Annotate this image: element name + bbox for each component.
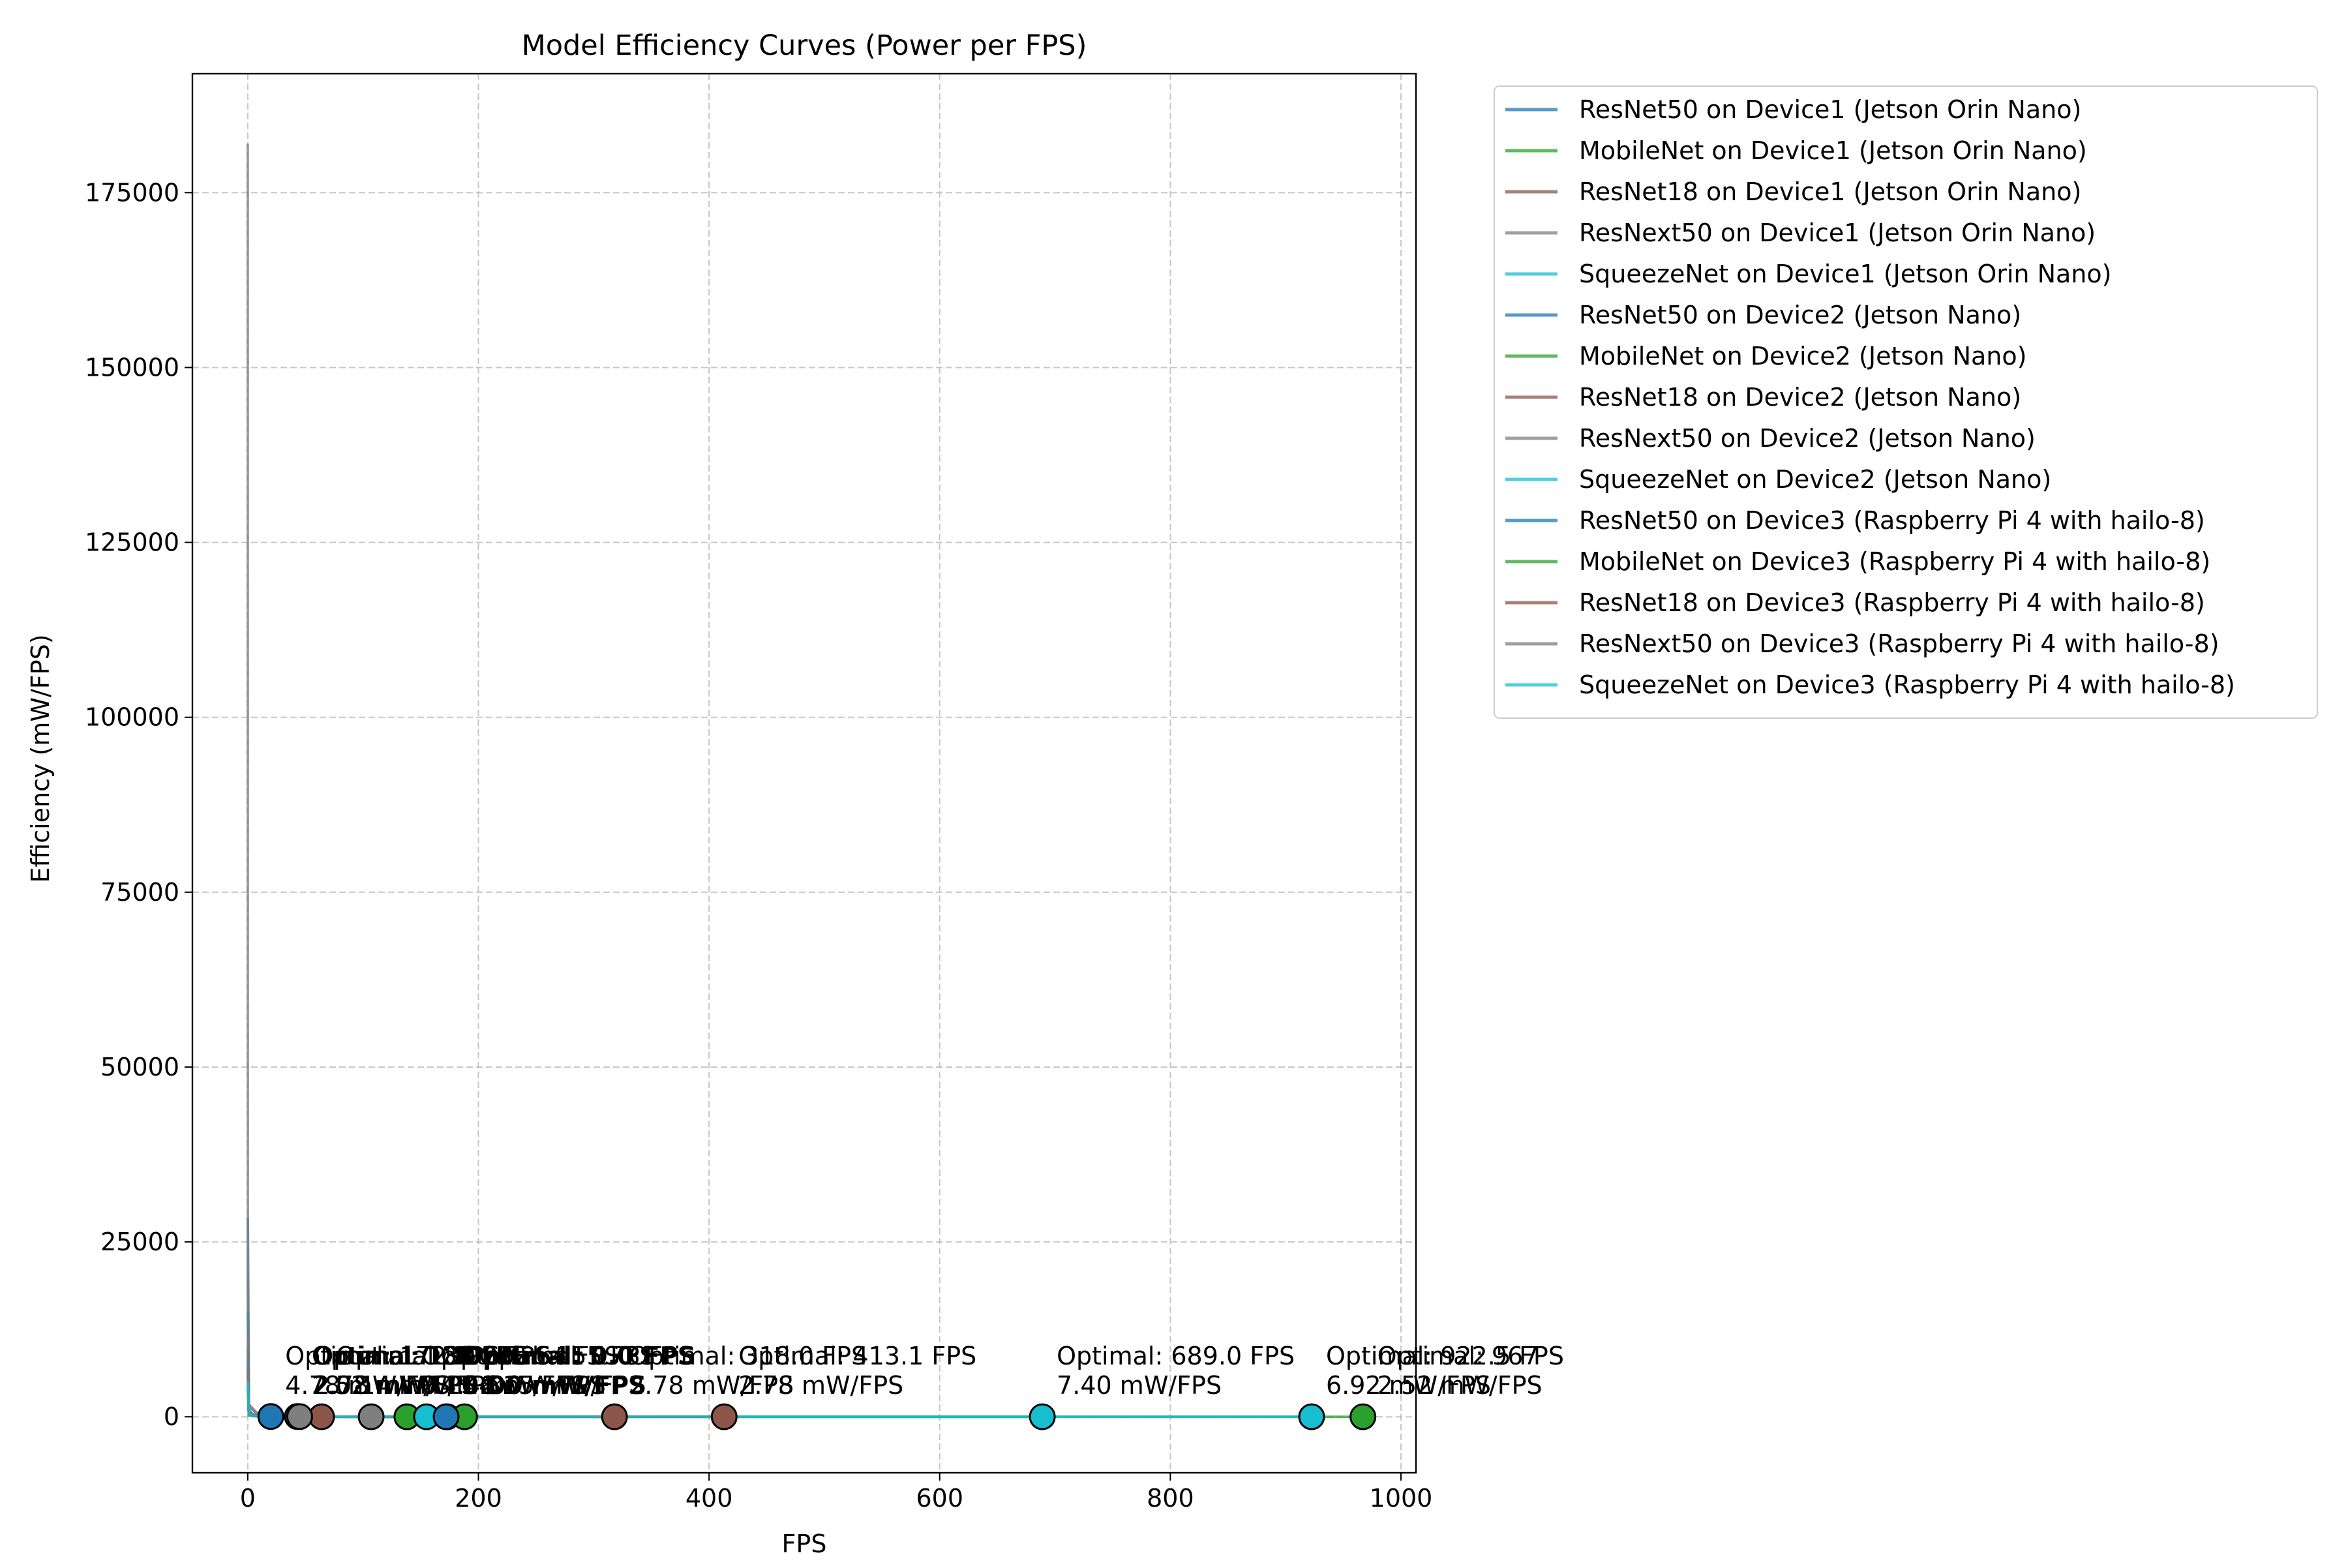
annotation-line-efficiency: 2.52 mW/FPS [1377,1371,1543,1400]
optimal-point-marker [357,1403,385,1430]
optimal-point-marker [432,1403,460,1430]
annotation-line-efficiency: 2.78 mW/FPS [314,1371,479,1400]
optimal-markers [257,1403,1377,1430]
optimal-point-marker [1029,1403,1056,1430]
annotation-line-fps: Optimal: 188 FPS [314,1342,528,1370]
annotation-line-efficiency: 6.92 mW/FPS [1326,1371,1491,1400]
annotation-line-efficiency: 4.78 mW/FPS [285,1371,450,1400]
annotation-line-efficiency: 4.15 mW/FPS [479,1371,644,1400]
annotation-line-efficiency: 0.11 mW/FPS [421,1371,586,1400]
legend-label: MobileNet on Device2 (Jetson Nano) [1579,342,2026,370]
annotation-line-efficiency: 0.14 mW/FPS [336,1371,501,1400]
annotation-line-fps: Optimal: 0.0 FPS [462,1342,696,1370]
optimal-point-marker [710,1403,738,1430]
optimal-point-marker [1298,1403,1325,1430]
legend-label: ResNext50 on Device2 (Jetson Nano) [1579,424,2036,453]
annotation-line-efficiency: 7.40 mW/FPS [1057,1371,1222,1400]
annotation-line-efficiency: 2.78 mW/FPS [738,1371,903,1400]
annotation-line-efficiency: 2.52 mW/FPS [312,1371,477,1400]
annotation-line-fps: Optimal: 173 FPS [479,1342,693,1370]
legend-label: ResNet50 on Device3 (Raspberry Pi 4 with… [1579,506,2205,535]
annotation-line-fps: Optimal: 318.0 FPS [629,1342,867,1370]
annotation-line-fps: Optimal: 172 FPS [285,1342,500,1370]
x-tick-label: 400 [685,1484,733,1513]
y-tick-label: 150000 [85,353,179,382]
y-tick-label: 125000 [85,528,179,557]
y-tick-label: 75000 [100,878,179,907]
annotation-line-efficiency: 4.48 mW/FPS [441,1371,606,1400]
chart-title: Model Efficiency Curves (Power per FPS) [522,29,1087,62]
annotation-line-fps: Optimal: 922.5 FPS [1326,1342,1564,1370]
annotation-line-fps: Optimal: 138 FPS [312,1342,526,1370]
y-tick-label: 175000 [85,178,179,207]
annotation-line-fps: Optimal: 413.1 FPS [738,1342,976,1370]
x-tick-label: 0 [240,1484,256,1513]
y-tick-label: 0 [164,1402,179,1431]
x-tick-label: 800 [1147,1484,1194,1513]
legend-box [1494,85,2318,719]
legend: ResNet50 on Device1 (Jetson Orin Nano) Mo… [1494,85,2318,719]
y-tick-label: 100000 [85,703,179,732]
annotation-line-fps: Optimal: 967 [1377,1342,1539,1370]
legend-label: ResNet18 on Device3 (Raspberry Pi 4 with… [1579,588,2205,617]
legend-label: ResNet50 on Device1 (Jetson Orin Nano) [1579,95,2081,124]
annotation-line-fps: Optimal: 64 FPS [421,1342,620,1370]
y-tick-label: 25000 [100,1228,179,1256]
annotation-line-efficiency: 2.78 mW/FPS [629,1371,794,1400]
x-tick-label: 1000 [1370,1484,1433,1513]
legend-label: ResNext50 on Device3 (Raspberry Pi 4 wit… [1579,629,2220,658]
optimal-point-marker [257,1403,284,1430]
plot-area-frame [191,72,1417,1474]
annotation-line-fps: Optimal: 155 FPS [441,1342,655,1370]
optimal-point-marker [286,1403,313,1430]
legend-label: SqueezeNet on Device2 (Jetson Nano) [1579,465,2051,494]
y-axis-label: Efficiency (mW/FPS) [26,634,55,882]
annotation-line-fps: Optimal: 107 FPS [336,1342,550,1370]
legend-label: ResNet50 on Device2 (Jetson Nano) [1579,301,2021,329]
legend-label: MobileNet on Device1 (Jetson Orin Nano) [1579,136,2087,165]
annotation-line-fps: Optimal: 689.0 FPS [1057,1342,1295,1370]
legend-label: ResNet18 on Device2 (Jetson Nano) [1579,383,2021,412]
y-tick-label: 50000 [100,1053,179,1081]
x-axis-label: FPS [782,1530,827,1558]
legend-label: SqueezeNet on Device1 (Jetson Orin Nano) [1579,260,2111,288]
x-tick-label: 200 [455,1484,502,1513]
legend-label: SqueezeNet on Device3 (Raspberry Pi 4 wi… [1579,671,2235,699]
axis-ticks: 0 200 400 600 800 1000 0 25000 50000 75000 100000 1… [85,178,1432,1513]
legend-label: MobileNet on Device3 (Raspberry Pi 4 wit… [1579,547,2210,576]
optimal-point-marker [1349,1403,1377,1430]
legend-label: ResNet18 on Device1 (Jetson Orin Nano) [1579,177,2081,206]
optimal-point-marker [601,1403,628,1430]
annotation-line-efficiency: 0.00 mW/FPS [462,1371,647,1400]
legend-label: ResNext50 on Device1 (Jetson Orin Nano) [1579,219,2096,247]
x-tick-label: 600 [916,1484,963,1513]
